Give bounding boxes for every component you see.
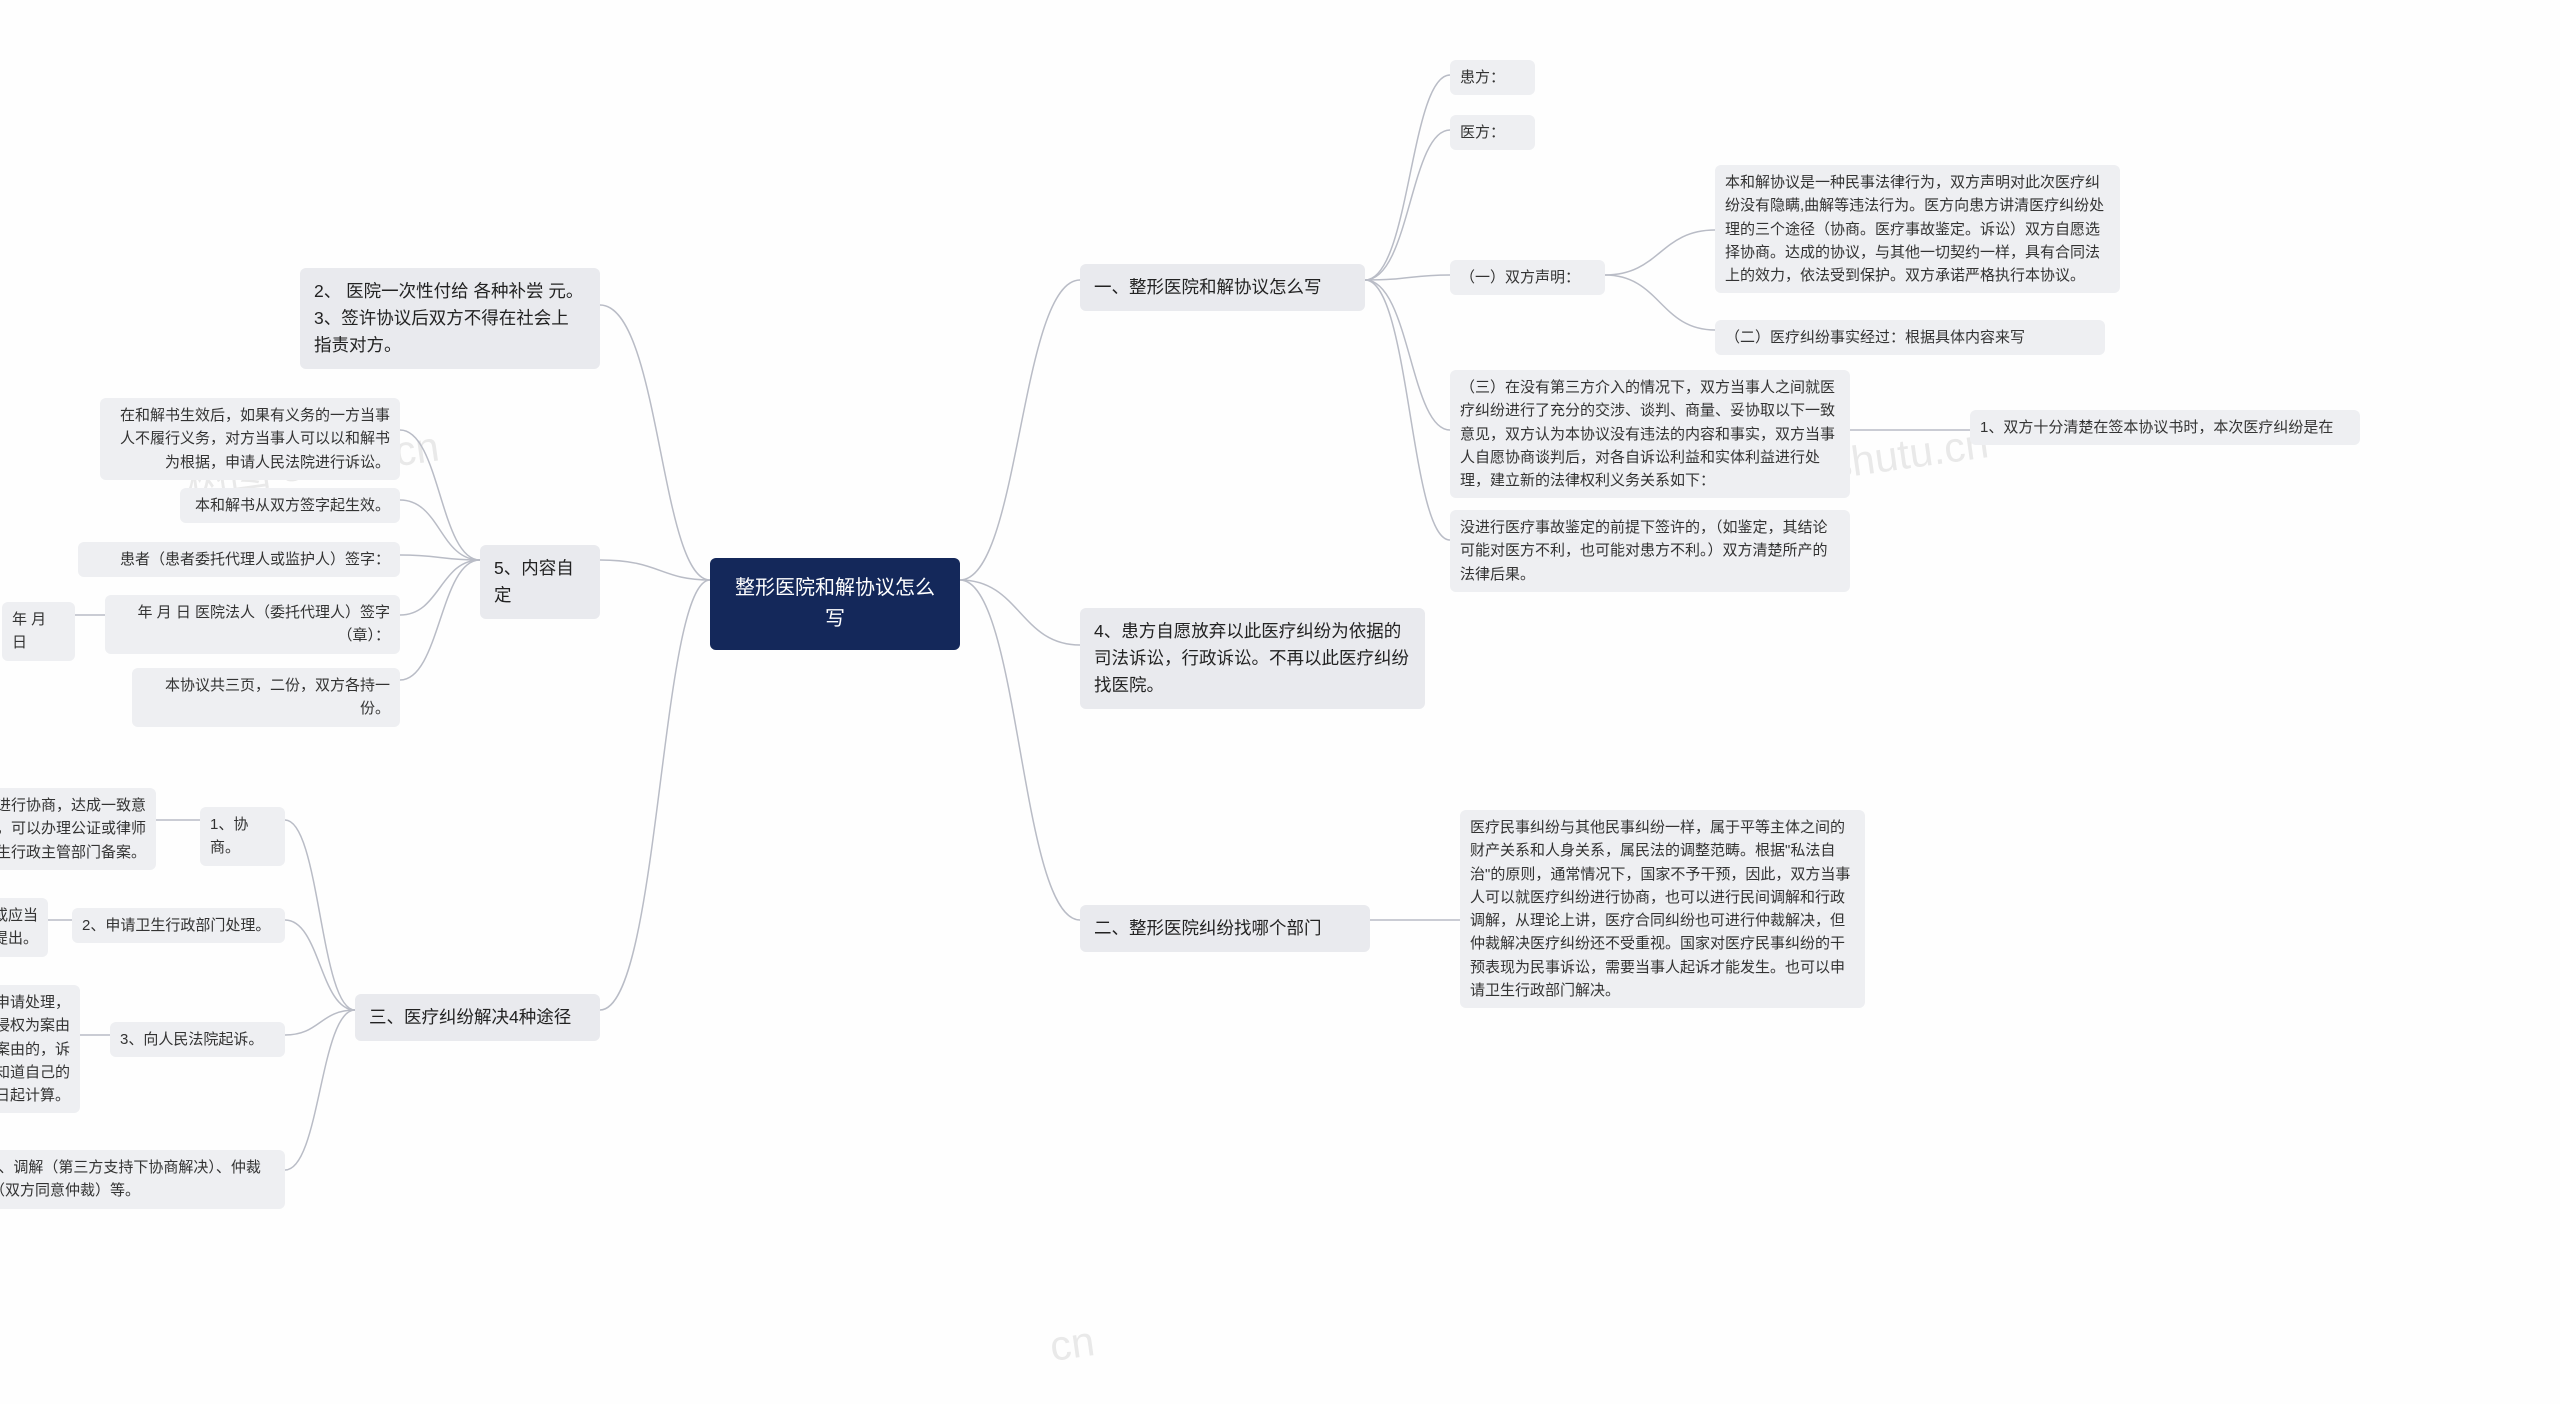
leaf-hospital: 医方： xyxy=(1450,115,1535,150)
leaf-patient: 患方： xyxy=(1450,60,1535,95)
leaf-3-2-label: 2、申请卫生行政部门处理。 xyxy=(72,908,285,943)
leaf-three-a: 1、双方十分清楚在签本协议书时，本次医疗纠纷是在 xyxy=(1970,410,2360,445)
branch-section-2[interactable]: 二、整形医院纠纷找哪个部门 xyxy=(1080,905,1370,952)
leaf-5-3: 患者（患者委托代理人或监护人）签字： xyxy=(78,542,400,577)
branch-item-5[interactable]: 5、内容自定 xyxy=(480,545,600,619)
leaf-no-appraisal: 没进行医疗事故鉴定的前提下签许的，（如鉴定，其结论可能对医方不利，也可能对患方不… xyxy=(1450,510,1850,592)
leaf-statement-b: （二）医疗纠纷事实经过：根据具体内容来写 xyxy=(1715,320,2105,355)
leaf-3-3-label: 3、向人民法院起诉。 xyxy=(110,1022,285,1057)
leaf-three: （三）在没有第三方介入的情况下，双方当事人之间就医疗纠纷进行了充分的交涉、谈判、… xyxy=(1450,370,1850,498)
branch-item-4[interactable]: 4、患方自愿放弃以此医疗纠纷为依据的司法诉讼，行政诉讼。不再以此医疗纠纷找医院。 xyxy=(1080,608,1425,709)
watermark: cn xyxy=(1047,1317,1098,1371)
leaf-statement-a: 本和解协议是一种民事法律行为，双方声明对此次医疗纠纷没有隐瞒,曲解等违法行为。医… xyxy=(1715,165,2120,293)
leaf-section-2-body: 医疗民事纠纷与其他民事纠纷一样，属于平等主体之间的财产关系和人身关系，属民法的调… xyxy=(1460,810,1865,1008)
leaf-3-3: 医疗纠纷可以不向卫生行政部门申请处理，直接向人民法院提起诉讼，以侵权为案由的，诉… xyxy=(0,985,80,1113)
leaf-5-4a: 年 月 日 xyxy=(2,602,75,661)
leaf-3-2: 当事人应当提出书面申请，并在知道或应当知道身体健康受到损害之日起1年内提出。 xyxy=(0,898,48,957)
leaf-5-2: 本和解书从双方签字起生效。 xyxy=(180,488,400,523)
branch-section-3[interactable]: 三、医疗纠纷解决4种途径 xyxy=(355,994,600,1041)
leaf-3-4: 4、调解（第三方支持下协商解决）、仲裁（双方同意仲裁）等。 xyxy=(0,1150,285,1209)
leaf-statement-label: （一）双方声明： xyxy=(1450,260,1605,295)
leaf-3-1-label: 1、协商。 xyxy=(200,807,285,866)
leaf-5-5: 本协议共三页，二份，双方各持一份。 xyxy=(132,668,400,727)
root-node[interactable]: 整形医院和解协议怎么写 xyxy=(710,558,960,650)
leaf-5-4: 年 月 日 医院法人（委托代理人）签字（章）： xyxy=(105,595,400,654)
leaf-5-1: 在和解书生效后，如果有义务的一方当事人不履行义务，对方当事人可以以和解书为根据，… xyxy=(100,398,400,480)
branch-item-23[interactable]: 2、 医院一次性付给 各种补尝 元。 3、签许协议后双方不得在社会上指责对方。 xyxy=(300,268,600,369)
branch-section-1[interactable]: 一、整形医院和解协议怎么写 xyxy=(1080,264,1365,311)
watermark: shutu.cn xyxy=(1827,419,1991,489)
leaf-3-1: 医患双方就赔偿问题进行协商，达成一致意见，双方签订协议书，可以办理公证或律师见证… xyxy=(0,788,156,870)
